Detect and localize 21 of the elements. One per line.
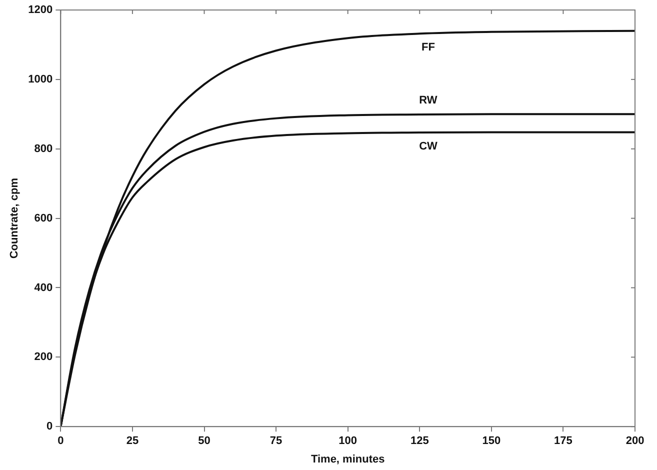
x-tick-label: 175 [554,435,572,448]
x-tick-label: 50 [198,435,210,448]
x-tick-label: 150 [482,435,501,448]
series-label: CW [419,140,438,153]
x-tick-label: 200 [626,435,644,448]
y-tick-label: 400 [34,282,53,294]
y-tick-label: 800 [34,142,53,155]
y-tick-label: 1000 [28,73,53,86]
x-tick-label: 125 [410,435,429,448]
y-axis-title: Countrate, cpm [8,178,21,259]
x-tick-label: 25 [126,435,139,448]
y-tick-label: 1200 [28,4,53,16]
x-axis-title: Time, minutes [310,453,385,466]
y-tick-label: 0 [46,420,53,433]
x-tick-label: 0 [58,435,64,448]
x-tick-label: 75 [270,435,282,448]
x-tick-label: 100 [338,435,358,448]
y-tick-label: 200 [34,351,53,364]
series-label: RW [419,94,438,106]
y-tick-label: 600 [34,212,53,224]
series-label: FF [422,41,436,54]
